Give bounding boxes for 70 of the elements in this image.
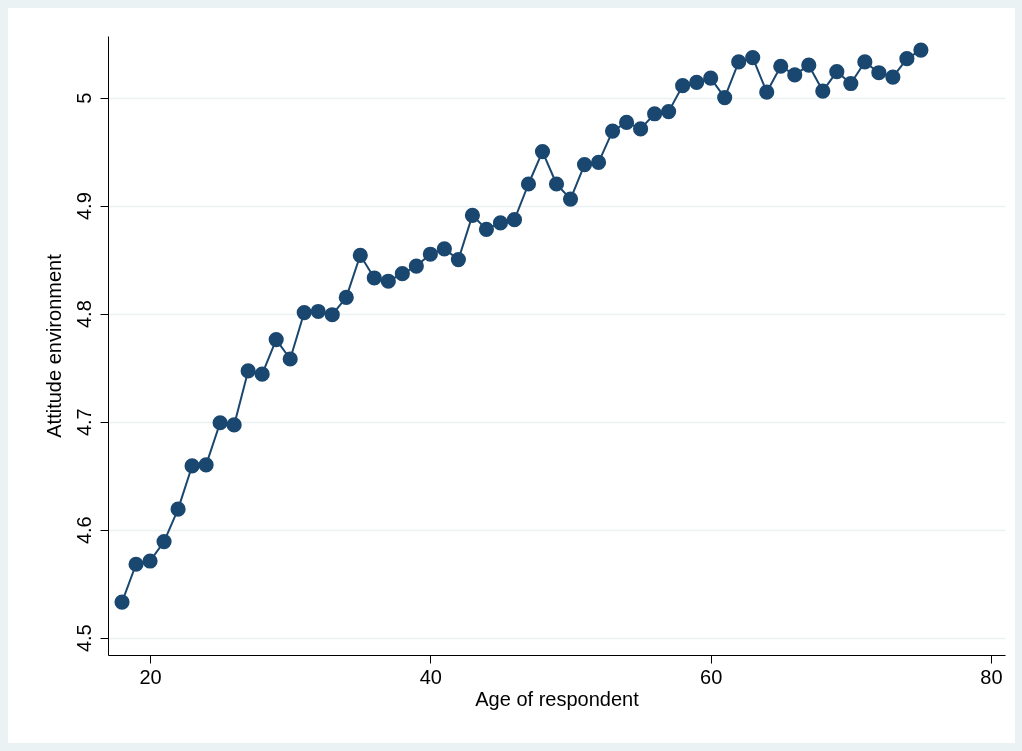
point [296, 304, 312, 321]
point [142, 553, 158, 569]
point [492, 215, 509, 231]
point [254, 366, 270, 382]
point [871, 65, 887, 81]
point [380, 273, 396, 289]
y-tick-label: 5 [72, 92, 95, 104]
point [885, 69, 901, 85]
point [731, 54, 747, 70]
point [114, 594, 130, 610]
point [184, 458, 200, 474]
point [156, 534, 172, 550]
point [338, 289, 354, 305]
x-tick-label: 60 [700, 665, 723, 688]
point [759, 84, 775, 100]
point [478, 221, 494, 237]
point [829, 64, 845, 80]
point [703, 70, 719, 86]
point [128, 556, 144, 572]
x-tick-label: 80 [980, 665, 1003, 688]
point [240, 363, 256, 379]
point [633, 121, 649, 137]
point [436, 241, 452, 257]
y-axis-title: Attitude environment [42, 253, 65, 438]
point [464, 207, 480, 223]
point [689, 74, 705, 91]
x-axis-title: Age of respondent [475, 687, 640, 710]
point [899, 51, 915, 67]
point [815, 83, 831, 99]
point [857, 54, 873, 70]
point [450, 252, 466, 268]
point [408, 258, 424, 274]
point [604, 123, 621, 139]
y-tick-label: 4.5 [72, 624, 95, 653]
point [212, 415, 228, 431]
point [226, 417, 242, 433]
point [324, 307, 340, 323]
point [576, 156, 593, 173]
point [562, 191, 579, 207]
point [422, 246, 438, 262]
point [520, 176, 537, 192]
point [675, 78, 691, 94]
point [913, 42, 929, 58]
point [352, 247, 368, 263]
point [282, 351, 298, 367]
point [506, 212, 523, 228]
x-tick-label: 20 [139, 665, 162, 688]
point [170, 501, 186, 517]
point [647, 106, 663, 122]
y-tick-label: 4.8 [72, 300, 95, 329]
point [268, 331, 284, 348]
point [394, 266, 410, 282]
point [590, 154, 607, 170]
point [787, 67, 803, 83]
y-tick-label: 4.9 [72, 192, 95, 221]
point [198, 457, 214, 473]
point [548, 176, 565, 192]
point [534, 144, 551, 160]
point [717, 90, 733, 106]
point [661, 104, 677, 120]
point [366, 270, 382, 286]
point [745, 50, 761, 66]
point [843, 75, 859, 92]
point [310, 303, 326, 320]
y-tick-label: 4.6 [72, 516, 95, 545]
point [801, 57, 817, 73]
point [773, 58, 789, 74]
point [619, 114, 635, 130]
x-tick-label: 40 [419, 665, 442, 688]
y-tick-label: 4.7 [72, 408, 95, 437]
